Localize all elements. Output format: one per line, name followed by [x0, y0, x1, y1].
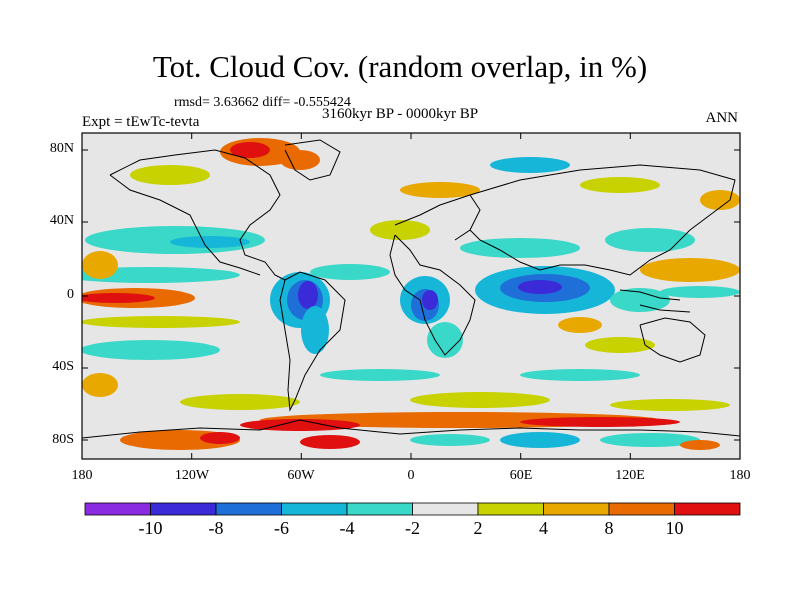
- coastlines: [82, 139, 740, 439]
- stats-text: rmsd= 3.63662 diff= -0.555424: [174, 95, 351, 110]
- colorbar-swatch: [477, 502, 544, 516]
- lon-label-120e: 120E: [615, 468, 645, 483]
- colorbar-label: -2: [405, 518, 420, 538]
- colorbar-swatch: [608, 502, 675, 516]
- axis-ticks: [81, 133, 741, 459]
- lat-label-0: 0: [67, 287, 74, 302]
- colorbar-swatch: [543, 502, 610, 516]
- lon-label-180w: 180: [71, 468, 93, 483]
- colorbar-swatch: [674, 502, 741, 516]
- colorbar-label: 4: [539, 518, 548, 538]
- plot-title: Tot. Cloud Cov. (random overlap, in %): [152, 49, 648, 84]
- colorbar-label: -4: [339, 518, 355, 538]
- colorbar-swatch: [281, 502, 348, 516]
- colorbar-label: 2: [473, 518, 483, 538]
- colorbar-label: -8: [208, 518, 224, 538]
- lon-label-60e: 60E: [509, 468, 533, 483]
- lon-label-180e: 180: [729, 468, 751, 483]
- lat-label-80s: 80S: [52, 432, 74, 447]
- lat-label-40n: 40N: [49, 213, 74, 228]
- colorbar-swatch: [84, 502, 151, 516]
- lat-label-40s: 40S: [52, 359, 74, 374]
- colorbar-label: -10: [138, 518, 163, 538]
- lon-label-120w: 120W: [174, 468, 210, 483]
- period-label: 3160kyr BP - 0000kyr BP: [322, 106, 479, 122]
- lon-label-0: 0: [407, 468, 415, 483]
- experiment-label: Expt = tEwTc-tevta: [82, 114, 200, 130]
- colorbar-label: 8: [604, 518, 614, 538]
- colorbar: [84, 502, 741, 516]
- lat-label-80n: 80N: [49, 141, 74, 156]
- season-label: ANN: [705, 110, 739, 126]
- anomaly-fill: [82, 138, 740, 450]
- colorbar-label: -6: [274, 518, 289, 538]
- colorbar-swatch: [150, 502, 217, 516]
- colorbar-swatch: [412, 502, 479, 516]
- colorbar-swatch: [346, 502, 413, 516]
- lon-label-60w: 60W: [287, 468, 315, 483]
- colorbar-label: 10: [665, 518, 684, 538]
- colorbar-swatch: [215, 502, 282, 516]
